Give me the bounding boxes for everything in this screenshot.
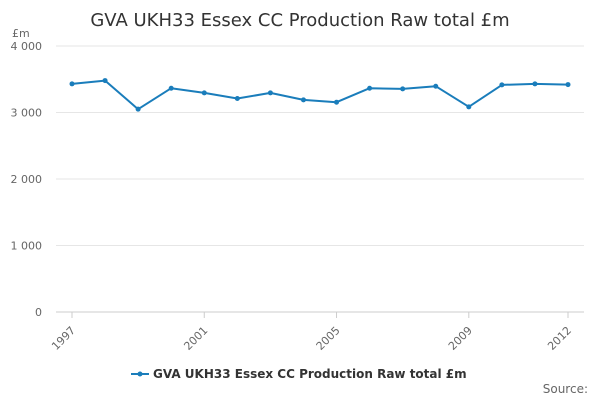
chart-title: GVA UKH33 Essex CC Production Raw total … (90, 10, 509, 31)
data-point[interactable] (135, 106, 141, 112)
series-layer (69, 78, 571, 112)
data-point[interactable] (267, 90, 273, 96)
data-point[interactable] (168, 85, 174, 91)
legend-label: GVA UKH33 Essex CC Production Raw total … (153, 367, 467, 381)
data-point[interactable] (334, 99, 340, 105)
data-point[interactable] (69, 81, 75, 87)
y-axis-ticks: 0 1 000 2 000 3 000 4 000 (11, 40, 43, 319)
x-tick-label: 2009 (446, 324, 475, 353)
series-line (71, 79, 569, 111)
legend[interactable]: GVA UKH33 Essex CC Production Raw total … (131, 367, 467, 381)
data-point[interactable] (367, 85, 373, 91)
data-point[interactable] (400, 86, 406, 92)
y-tick-label: 4 000 (11, 40, 43, 53)
legend-swatch-marker (137, 371, 143, 377)
x-tick-label: 2012 (545, 324, 574, 353)
data-point[interactable] (102, 78, 108, 84)
y-tick-label: 1 000 (11, 240, 43, 253)
x-tick-label: 1997 (49, 324, 78, 353)
y-tick-label: 2 000 (11, 173, 43, 186)
data-point[interactable] (532, 81, 538, 87)
y-tick-label: 0 (35, 306, 42, 319)
source-label: Source: (543, 382, 588, 396)
x-tick-label: 2001 (181, 324, 210, 353)
data-point[interactable] (201, 90, 207, 96)
y-axis-unit-label: £m (12, 27, 30, 40)
data-point[interactable] (234, 96, 240, 102)
y-tick-label: 3 000 (11, 107, 43, 120)
x-tick-label: 2005 (314, 324, 343, 353)
gridlines (56, 45, 584, 313)
x-axis-ticks: 1997 2001 2005 2009 2012 (49, 312, 574, 353)
data-point[interactable] (466, 104, 472, 110)
data-point[interactable] (565, 82, 571, 88)
data-point[interactable] (433, 83, 439, 89)
data-point[interactable] (499, 82, 505, 88)
data-point[interactable] (300, 97, 306, 103)
